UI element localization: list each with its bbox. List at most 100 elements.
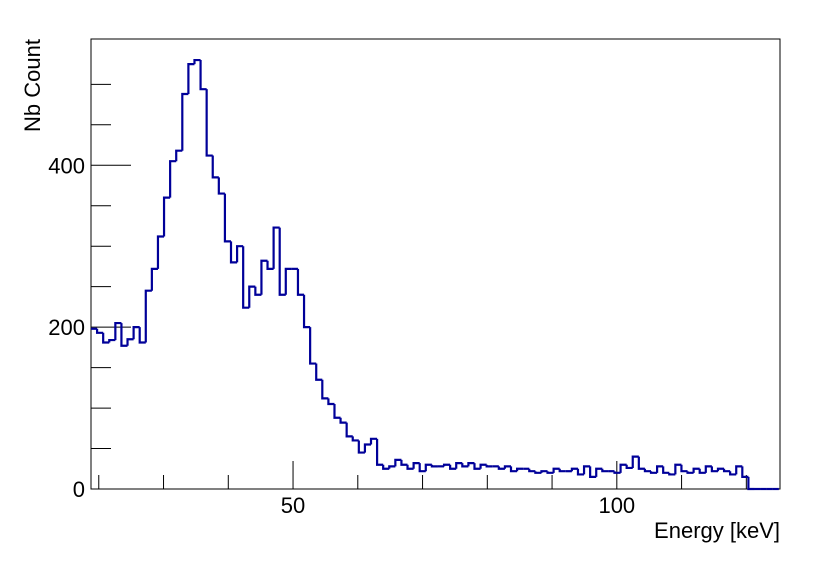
histogram-bin (272, 226, 280, 269)
histogram-bin (333, 404, 341, 419)
histogram-bin (467, 462, 475, 467)
histogram-bin (534, 471, 542, 474)
histogram-bin (741, 466, 749, 478)
histogram-bin (655, 465, 664, 473)
histogram-bin (369, 437, 378, 445)
histogram-bin (339, 417, 347, 424)
histogram-bin (637, 456, 645, 470)
histogram-bin (162, 196, 171, 237)
histogram-bin (449, 464, 457, 470)
histogram-bin (576, 468, 585, 476)
histogram-bin (473, 463, 481, 470)
histogram-bin (710, 466, 718, 473)
histogram-bin (558, 468, 566, 473)
histogram-bin (302, 294, 311, 329)
histogram-bin (589, 466, 597, 478)
histogram-bin (150, 267, 158, 291)
histogram-bin (181, 92, 189, 151)
y-tick-label: 400 (48, 153, 85, 178)
histogram-bin (242, 246, 250, 309)
histogram-bin (631, 455, 639, 468)
histogram-bin (394, 458, 402, 467)
histogram-bin (382, 464, 390, 470)
histogram-bin (625, 464, 633, 470)
histogram-bin (327, 398, 335, 406)
histogram-bin (461, 463, 469, 468)
histogram-bin (169, 160, 177, 198)
histogram-bin (595, 467, 603, 477)
histogram-bin (680, 464, 688, 473)
histogram-bin (643, 468, 652, 473)
histogram-bin (217, 177, 225, 195)
histogram-bin (400, 459, 408, 466)
histogram-bin (156, 235, 165, 269)
histogram-bin (388, 465, 396, 469)
histogram-bin (254, 286, 262, 296)
histogram-bin (692, 467, 700, 473)
histogram-bin (479, 463, 487, 469)
histogram-bin (540, 470, 548, 473)
histogram-bin (442, 463, 451, 467)
histogram-bin (132, 326, 140, 340)
histogram-bin (430, 464, 438, 468)
histogram-bin (95, 328, 104, 334)
histogram-bin (266, 260, 274, 270)
histogram-bin (412, 462, 420, 469)
histogram-bin (601, 468, 609, 473)
y-axis-label: Nb Count (20, 39, 45, 132)
histogram-bin (503, 465, 512, 469)
histogram-bin (722, 468, 731, 473)
histogram-bin (114, 321, 122, 341)
histogram-bin (497, 466, 505, 470)
x-tick-label: 100 (598, 493, 635, 518)
histogram-bin (515, 467, 524, 472)
y-tick-label: 200 (48, 315, 85, 340)
frame (90, 38, 781, 490)
histogram-bin (229, 241, 238, 264)
histogram-bin (248, 285, 256, 308)
histogram-bin (704, 465, 712, 473)
x-axis-label: Energy [keV] (654, 518, 780, 543)
histogram-bin (108, 338, 116, 343)
y-tick-label: 0 (73, 477, 85, 502)
histogram-bin (729, 471, 737, 476)
histogram-bin (211, 155, 219, 179)
histogram-bin (138, 327, 146, 344)
histogram-bin (649, 471, 658, 474)
x-tick-label: 50 (281, 493, 305, 518)
histogram-bin (235, 245, 244, 263)
histogram-bin (284, 267, 292, 295)
histogram-bin (120, 323, 128, 347)
histogram-bin (570, 467, 578, 472)
histogram-bin (546, 471, 554, 474)
histogram-bin (193, 58, 201, 65)
histogram-bin (375, 438, 384, 466)
histogram-bin (144, 289, 152, 343)
histogram-bin (485, 464, 493, 468)
histogram-bin (619, 463, 627, 473)
histogram-bin (668, 472, 676, 476)
histogram-bin (698, 468, 706, 474)
histogram-bin (528, 468, 536, 473)
histogram-bin (418, 463, 426, 473)
histogram-bin (735, 465, 743, 475)
histogram-bin (582, 465, 591, 475)
histogram-bin (662, 466, 670, 474)
histogram-bin (205, 89, 213, 157)
histogram-bin (351, 436, 359, 442)
histogram-bin (357, 440, 365, 454)
histogram-bin (296, 268, 305, 296)
histogram-bin (278, 227, 286, 296)
histogram-bin (509, 466, 518, 473)
histogram-bin (552, 467, 560, 473)
histogram-bin (187, 62, 195, 95)
histogram-bin (175, 149, 183, 162)
histogram-bin (126, 338, 134, 346)
histogram-bin (363, 443, 372, 453)
histogram-bin (260, 259, 268, 295)
histogram-bin (406, 464, 414, 470)
histogram-bin (747, 476, 755, 491)
histogram-bin (309, 327, 317, 365)
histogram-bin (686, 471, 694, 474)
